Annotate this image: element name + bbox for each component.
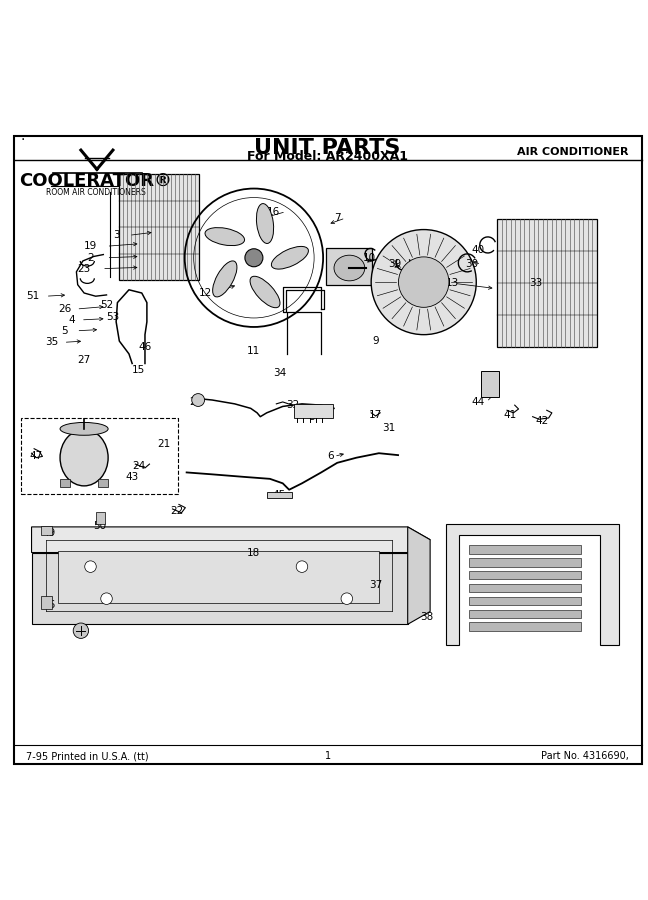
Text: 47: 47 [29,452,43,462]
Text: 39: 39 [388,259,402,269]
Text: 42: 42 [536,416,549,427]
Text: 21: 21 [157,438,171,448]
Text: 5: 5 [62,326,68,336]
Bar [469,558,581,567]
Circle shape [341,593,353,605]
Bar [267,491,292,498]
Bar [294,404,332,418]
Text: 11: 11 [248,346,260,356]
Text: 16: 16 [266,207,280,217]
Text: 26: 26 [58,304,71,314]
Ellipse shape [213,261,237,297]
Polygon shape [408,526,430,625]
Text: 18: 18 [248,547,260,557]
Bar [469,572,581,580]
Bar [41,526,52,535]
Text: AIR CONDITIONER: AIR CONDITIONER [517,147,629,157]
Circle shape [100,593,112,605]
Bar [469,597,581,605]
Text: 51: 51 [26,292,40,302]
Text: 22: 22 [170,506,183,516]
Text: 7: 7 [334,213,340,223]
Text: UNIT PARTS: UNIT PARTS [255,138,400,157]
Text: 48: 48 [75,625,87,634]
Bar [469,623,581,631]
Text: 32: 32 [286,400,299,410]
Circle shape [192,393,205,407]
Bar [60,479,70,487]
Text: 1: 1 [325,752,330,761]
Text: 31: 31 [382,423,395,433]
Bar [327,248,373,285]
Text: 35: 35 [45,338,59,347]
Text: ·: · [20,133,25,148]
Text: 53: 53 [106,311,119,321]
Bar [98,479,108,487]
Circle shape [73,623,89,638]
Text: 13: 13 [446,278,459,288]
Text: 40: 40 [472,245,485,255]
Bar [469,545,581,554]
Text: 30: 30 [465,259,478,269]
Text: 19: 19 [84,241,97,251]
Text: 20: 20 [190,397,203,407]
Text: 44: 44 [472,397,485,407]
Polygon shape [32,526,430,553]
Text: 4: 4 [68,315,75,325]
Text: ROOM AIR CONDITIONERS: ROOM AIR CONDITIONERS [46,188,146,197]
Text: 23: 23 [78,264,91,274]
Bar [58,551,379,602]
Bar [41,596,52,609]
Text: 8: 8 [308,411,315,422]
Text: COOLERATOR®: COOLERATOR® [19,172,172,190]
Bar [21,418,178,493]
Bar [96,511,104,525]
Text: 46: 46 [138,343,152,353]
Text: 17: 17 [369,410,382,419]
Text: 27: 27 [78,356,91,365]
Ellipse shape [60,429,108,486]
Text: 45: 45 [273,490,286,500]
Text: 2: 2 [87,253,94,263]
Polygon shape [32,553,408,625]
Ellipse shape [60,422,108,436]
Text: 50: 50 [93,520,107,531]
Polygon shape [446,524,619,645]
Circle shape [371,230,476,335]
Ellipse shape [272,247,308,269]
Text: 24: 24 [132,461,145,471]
Text: 43: 43 [126,472,139,482]
Text: 37: 37 [369,580,382,590]
Text: 33: 33 [529,278,542,288]
Text: 6: 6 [327,452,334,462]
Text: Part No. 4316690,: Part No. 4316690, [541,752,629,761]
Text: 3: 3 [113,230,119,240]
Text: 34: 34 [273,368,286,378]
Text: 49: 49 [42,528,56,538]
Bar [498,220,597,347]
Circle shape [85,561,97,572]
Circle shape [245,248,263,266]
Text: 10: 10 [363,253,376,263]
Text: 38: 38 [421,612,434,622]
Bar [481,371,500,398]
Text: For Model: AR2400XA1: For Model: AR2400XA1 [247,150,408,163]
Ellipse shape [334,256,365,281]
Text: 9: 9 [373,336,379,346]
Ellipse shape [257,203,273,244]
Circle shape [296,561,308,572]
Text: 52: 52 [100,301,113,310]
Text: 15: 15 [132,364,145,375]
Text: 36: 36 [42,600,56,610]
Bar [469,609,581,618]
Text: 12: 12 [199,288,213,298]
Circle shape [399,256,449,307]
Ellipse shape [205,228,244,246]
Text: 7-95 Printed in U.S.A. (tt): 7-95 Printed in U.S.A. (tt) [27,752,149,761]
Bar [119,175,200,280]
Ellipse shape [250,276,280,308]
Text: 41: 41 [503,410,517,419]
Bar [469,584,581,592]
